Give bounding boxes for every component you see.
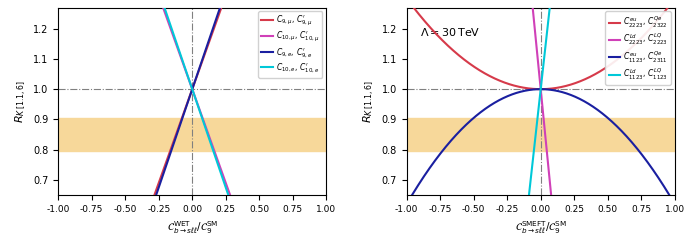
- Legend: $C^{eu}_{2223},\,C^{Qe}_{2322}$, $C^{Ld}_{2223},\,C^{LQ}_{2223}$, $C^{eu}_{1123}: $C^{eu}_{2223},\,C^{Qe}_{2322}$, $C^{Ld}…: [606, 11, 671, 85]
- Legend: $C_{9,\mu},\,C^{\prime}_{9,\mu}$, $C_{10,\mu},\,C^{\prime}_{10,\mu}$, $C_{9,e},\: $C_{9,\mu},\,C^{\prime}_{9,\mu}$, $C_{10…: [258, 11, 323, 78]
- Bar: [58, 118, 326, 151]
- X-axis label: $\mathcal{C}^{\mathrm{WET}}_{b\to s\ell\ell}/\mathcal{C}^{\mathrm{SM}}_9$: $\mathcal{C}^{\mathrm{WET}}_{b\to s\ell\…: [166, 219, 218, 236]
- Bar: [407, 118, 675, 151]
- Y-axis label: $R_{K\,[1.1,6]}$: $R_{K\,[1.1,6]}$: [362, 80, 376, 123]
- Y-axis label: $R_{K\,[1.1,6]}$: $R_{K\,[1.1,6]}$: [13, 80, 27, 123]
- Text: $\Lambda = 30\,\mathrm{TeV}$: $\Lambda = 30\,\mathrm{TeV}$: [420, 26, 480, 38]
- X-axis label: $\mathcal{C}^{\mathrm{SMEFT}}_{b\to s\ell\ell}/\mathcal{C}^{\mathrm{SM}}_9$: $\mathcal{C}^{\mathrm{SMEFT}}_{b\to s\el…: [514, 219, 566, 236]
